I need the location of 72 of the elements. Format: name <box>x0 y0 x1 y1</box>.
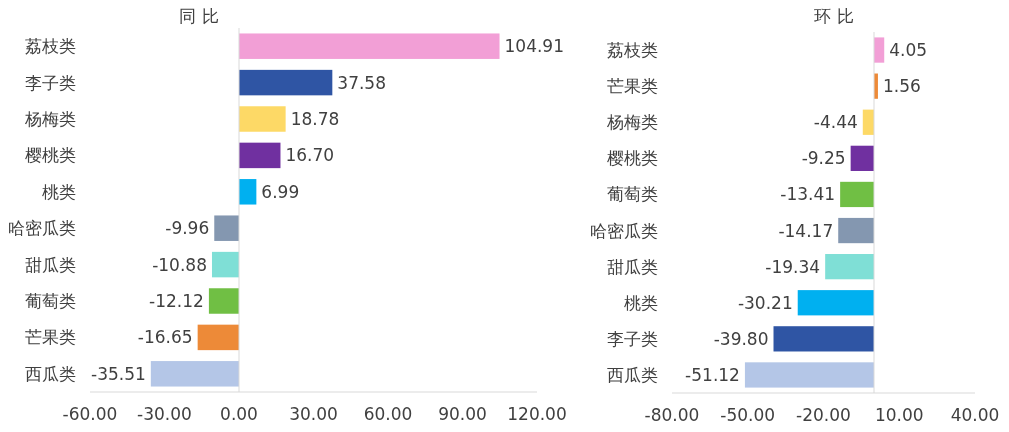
data-label: 4.05 <box>889 40 928 60</box>
x-tick-label: -30.00 <box>137 404 192 424</box>
y-tick-label: 西瓜类 <box>607 364 658 385</box>
y-tick-label: 芒果类 <box>25 327 76 348</box>
y-tick-label: 荔枝类 <box>25 36 76 57</box>
x-tick-label: 120.00 <box>507 404 567 424</box>
data-label: 6.99 <box>261 181 300 202</box>
bar <box>239 179 257 205</box>
chart-title: 同 比 <box>179 6 219 26</box>
y-tick-label: 樱桃类 <box>607 148 658 169</box>
data-label: -9.96 <box>165 218 210 239</box>
data-label: -51.12 <box>685 364 740 385</box>
data-label: 37.58 <box>337 72 386 93</box>
y-tick-label: 桃类 <box>624 292 658 313</box>
data-label: -35.51 <box>91 363 146 384</box>
y-tick-label: 荔枝类 <box>607 40 658 60</box>
y-tick-label: 桃类 <box>42 181 76 202</box>
x-tick-label: 90.00 <box>438 404 487 424</box>
y-tick-label: 杨梅类 <box>606 112 658 133</box>
bar <box>214 215 239 241</box>
bar <box>211 251 239 278</box>
y-tick-label: 西瓜类 <box>25 363 76 384</box>
x-tick-label: -50.00 <box>720 405 776 425</box>
y-tick-label: 葡萄类 <box>25 290 76 311</box>
y-tick-label: 李子类 <box>25 72 76 93</box>
data-label: -10.88 <box>152 254 207 275</box>
bar <box>239 33 500 59</box>
bar <box>197 324 239 351</box>
bar <box>874 37 885 63</box>
bar <box>850 145 874 171</box>
y-tick-label: 哈密瓜类 <box>590 220 658 241</box>
bar <box>150 361 239 387</box>
bar <box>797 290 874 316</box>
bar <box>825 254 874 280</box>
data-label: -4.44 <box>813 112 858 133</box>
x-tick-label: -20.00 <box>796 405 851 425</box>
bar <box>838 217 874 244</box>
y-tick-label: 芒果类 <box>607 76 658 97</box>
y-tick-label: 樱桃类 <box>25 145 76 166</box>
chart-title: 环 比 <box>814 6 854 26</box>
data-label: -13.41 <box>780 184 836 205</box>
x-tick-label: 60.00 <box>363 404 413 424</box>
x-tick-label: -80.00 <box>644 405 700 425</box>
data-label: -19.34 <box>765 256 821 277</box>
data-label: -12.12 <box>149 290 204 311</box>
y-tick-label: 杨梅类 <box>24 108 76 129</box>
bar <box>208 288 239 314</box>
x-tick-label: 40.00 <box>950 405 1000 425</box>
bar <box>239 69 333 96</box>
y-tick-label: 甜瓜类 <box>25 254 76 275</box>
x-tick-label: 0.00 <box>220 404 258 424</box>
x-tick-label: -60.00 <box>62 404 118 424</box>
data-label: 104.91 <box>504 36 565 57</box>
data-label: 1.56 <box>882 76 921 97</box>
bar <box>239 142 281 169</box>
data-label: -39.80 <box>713 328 769 349</box>
y-tick-label: 哈密瓜类 <box>8 218 76 239</box>
data-label: -9.25 <box>801 148 846 169</box>
bar <box>773 326 874 352</box>
data-label: 16.70 <box>285 145 335 166</box>
data-label: -30.21 <box>737 292 793 313</box>
data-label: -14.17 <box>778 220 834 241</box>
x-tick-label: 30.00 <box>289 404 338 424</box>
y-tick-label: 甜瓜类 <box>607 256 658 277</box>
y-tick-label: 葡萄类 <box>607 184 658 205</box>
bar <box>239 106 286 132</box>
x-tick-label: 10.00 <box>874 405 924 425</box>
y-tick-label: 李子类 <box>607 328 658 349</box>
bar <box>744 362 874 388</box>
data-label: 18.78 <box>290 108 340 129</box>
bar <box>840 181 874 208</box>
data-label: -16.65 <box>137 327 193 348</box>
